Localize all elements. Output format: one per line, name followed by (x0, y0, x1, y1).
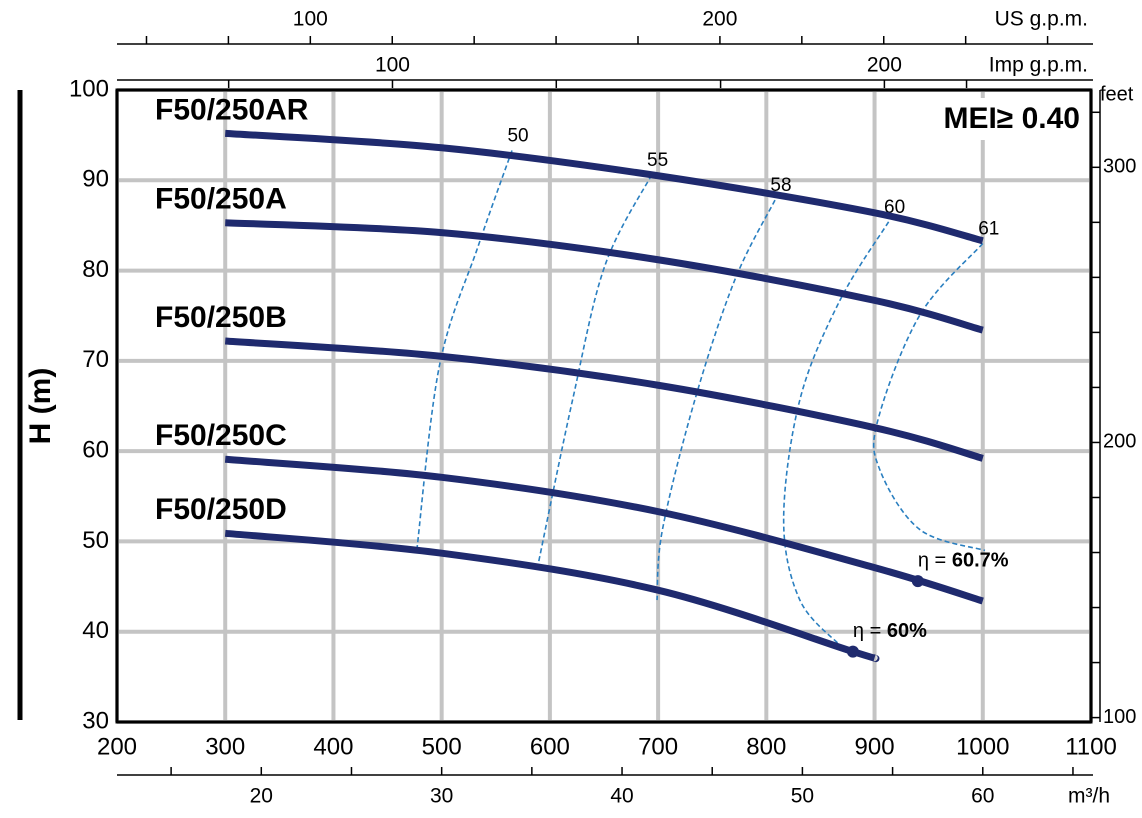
efficiency-label: 50 (507, 126, 528, 147)
bep-point (846, 645, 859, 658)
x-tick-label: 500 (422, 733, 462, 760)
secondary-axis-label: US g.p.m. (995, 8, 1088, 31)
y-axis-label: H (m) (24, 368, 57, 445)
pump-curve (224, 455, 984, 605)
x-tick-label: 800 (746, 733, 786, 760)
secondary-axis-label: Imp g.p.m. (989, 54, 1088, 77)
secondary-tick-label: 40 (610, 785, 633, 808)
pump-curve (224, 337, 984, 462)
efficiency-curve (872, 242, 986, 552)
y-tick-label: 90 (82, 166, 109, 193)
secondary-tick-label: 30 (430, 785, 453, 808)
y-tick-label: 50 (82, 527, 109, 554)
secondary-tick-label: 60 (971, 785, 994, 808)
efficiency-label: 55 (647, 150, 668, 171)
plot-frame (115, 88, 1093, 724)
x-tick-label: 400 (313, 733, 353, 760)
x-tick-label: 600 (530, 733, 570, 760)
bep-eta: η = (853, 620, 881, 642)
efficiency-curve (536, 174, 653, 571)
x-tick-label: 1000 (956, 733, 1009, 760)
y-tick-label: 30 (82, 707, 109, 734)
annotation: MEI≥ 0.40 (943, 102, 1080, 135)
efficiency-label: 58 (770, 175, 791, 196)
x-tick-label: 200 (97, 733, 137, 760)
y-tick-label: 40 (82, 617, 109, 644)
series-label: F50/250D (155, 493, 287, 526)
y2-tick-label: 200 (1103, 431, 1136, 453)
x-tick-label: 300 (205, 733, 245, 760)
y-tick-label: 100 (69, 75, 109, 102)
series-label: F50/250C (155, 419, 287, 452)
secondary-tick-label: 200 (702, 8, 737, 31)
bep-eta: η = (918, 549, 946, 571)
bep-label: 60.7% (952, 549, 1009, 571)
series-label: F50/250B (155, 301, 287, 334)
x-tick-label: 700 (638, 733, 678, 760)
y-tick-label: 80 (82, 256, 109, 283)
secondary-tick-label: 200 (867, 54, 902, 77)
y2-axis-label: feet (1100, 83, 1134, 105)
secondary-tick-label: 100 (293, 8, 328, 31)
secondary-tick-label: 50 (791, 785, 814, 808)
secondary-tick-label: 20 (250, 785, 273, 808)
y-tick-label: 60 (82, 436, 109, 463)
bep-point (911, 575, 924, 588)
x-tick-label: 900 (855, 733, 895, 760)
y2-tick-label: 300 (1103, 156, 1136, 178)
bep-label: 60% (887, 620, 927, 642)
efficiency-label: 61 (978, 219, 999, 240)
secondary-tick-label: 100 (375, 54, 410, 77)
series-label: F50/250AR (155, 93, 309, 126)
y-tick-label: 70 (82, 346, 109, 373)
pump-curve (224, 129, 984, 245)
x-tick-label: 1100 (1065, 733, 1117, 760)
annotation-box (905, 98, 1085, 140)
y2-tick-label: 100 (1103, 706, 1136, 728)
pump-curve (225, 219, 984, 334)
secondary-axis-label: m³/h (1068, 785, 1110, 808)
series-label: F50/250A (155, 183, 287, 216)
